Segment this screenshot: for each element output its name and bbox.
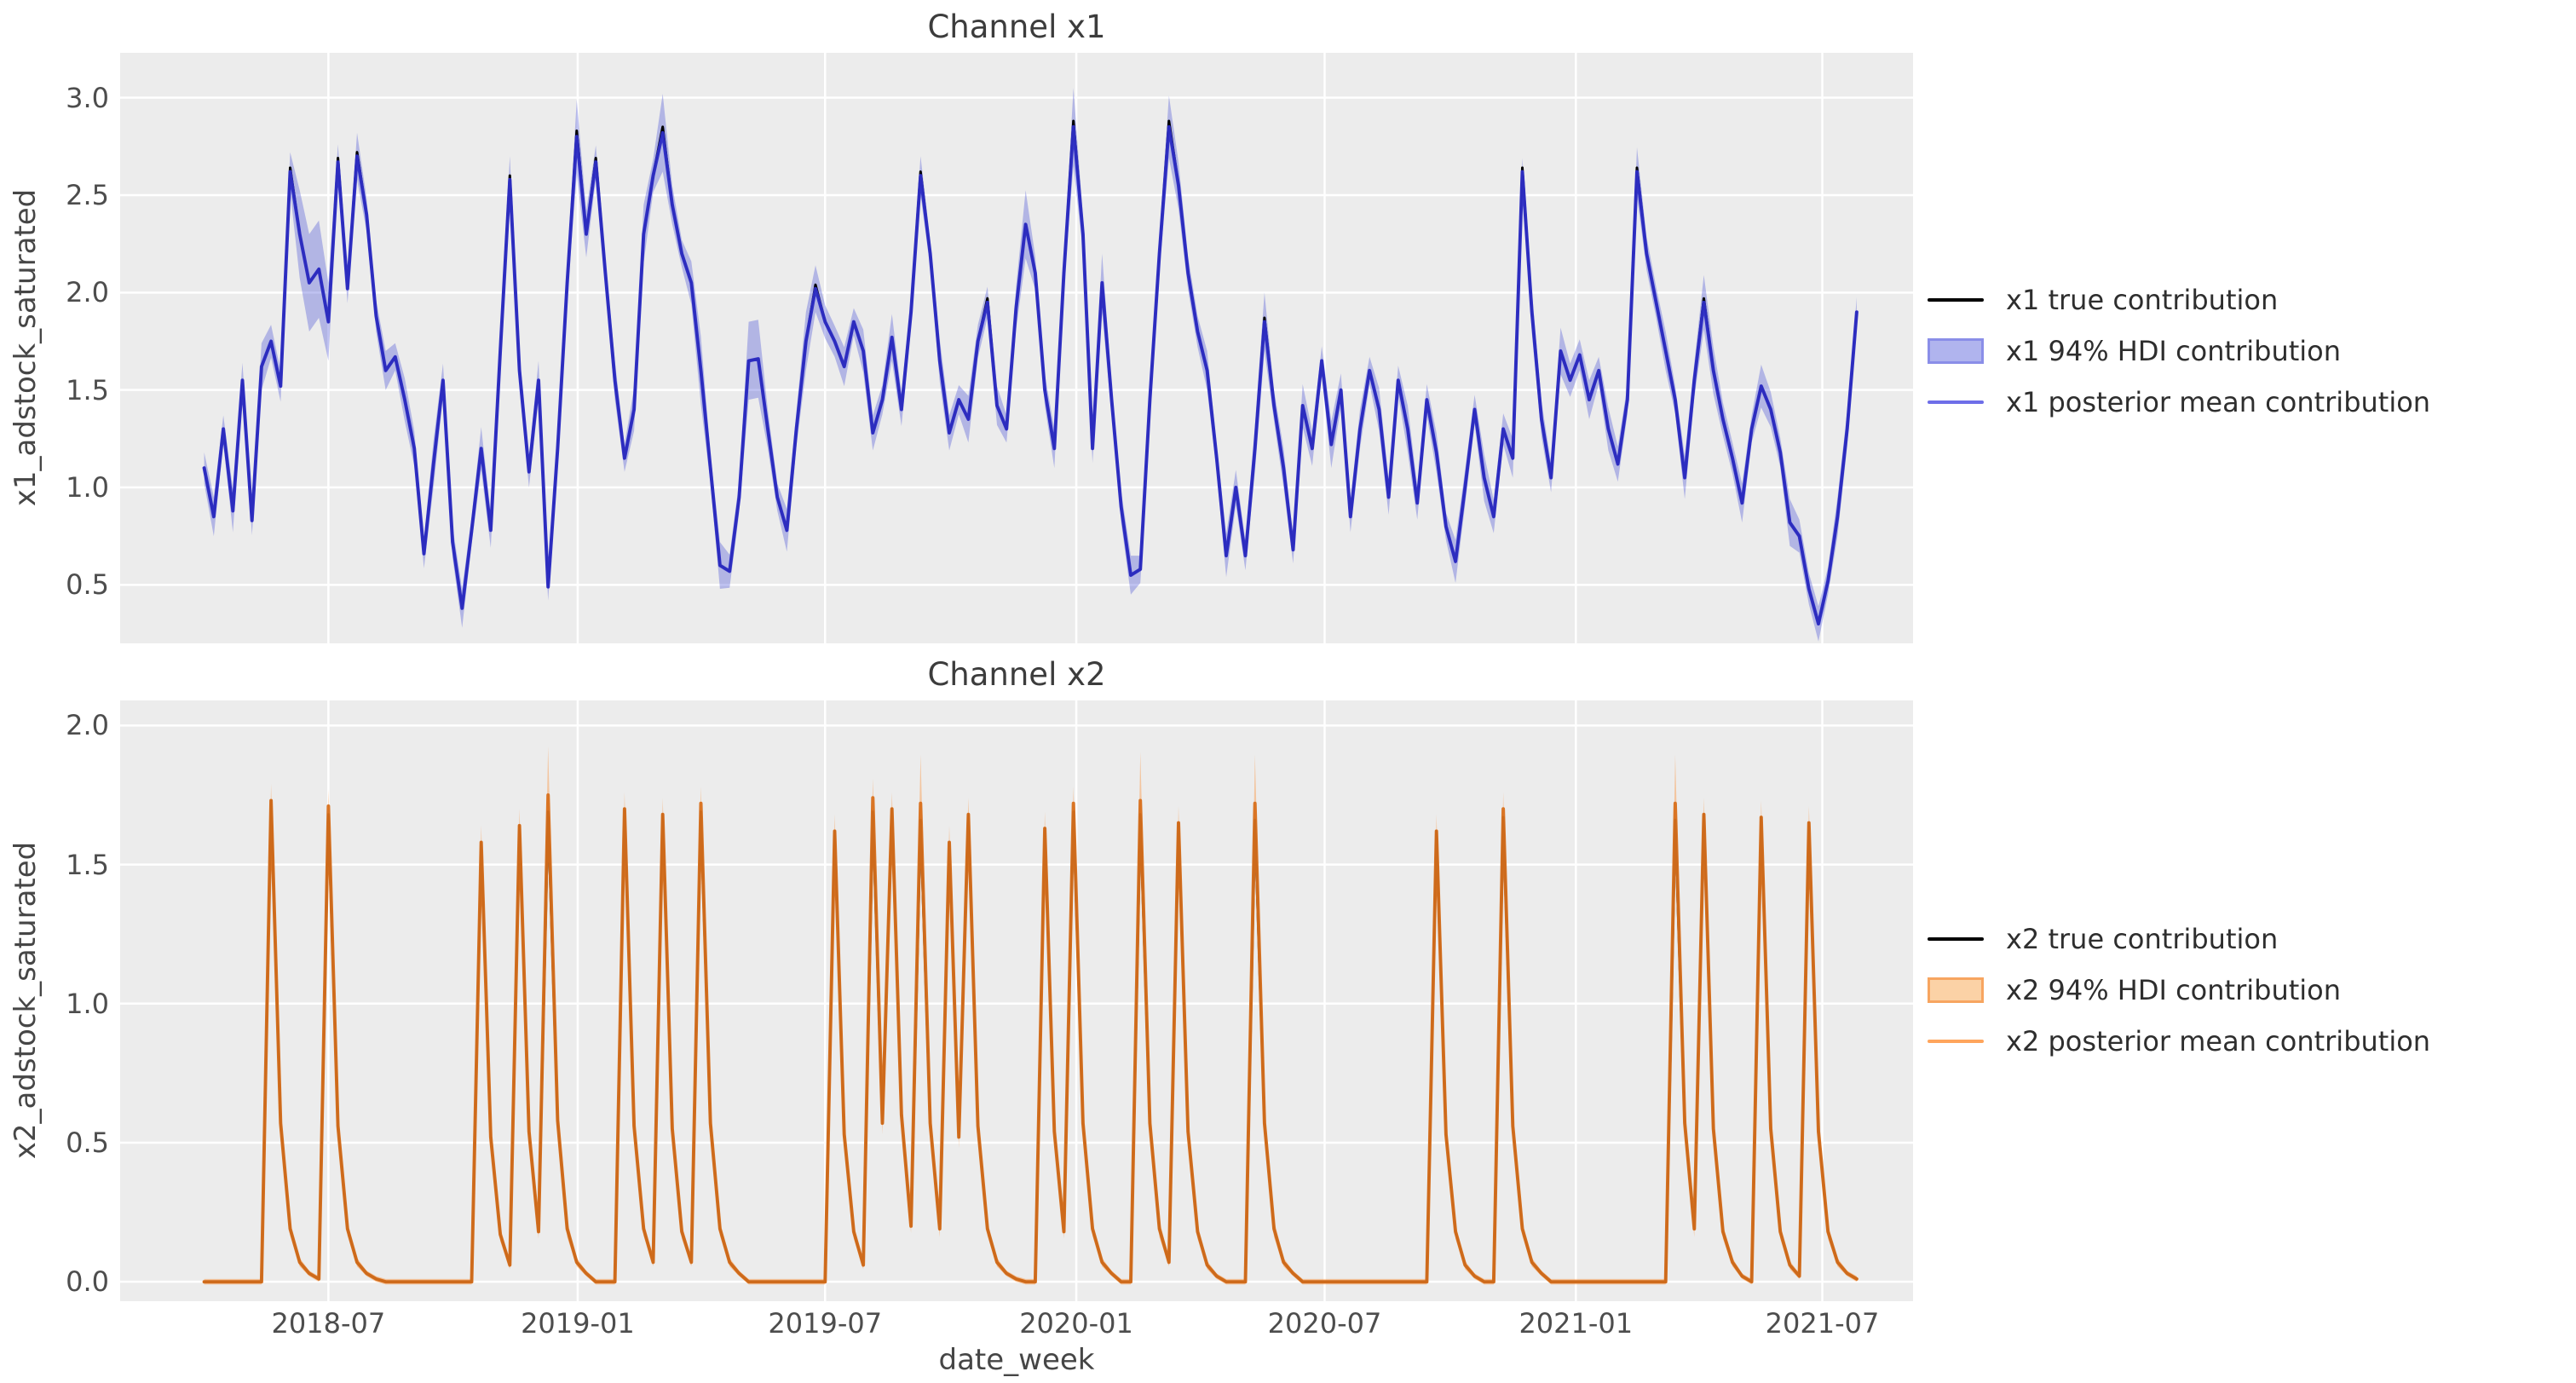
mean-line-swatch-icon [1928,400,1984,404]
y-tick-label: 0.5 [66,1126,109,1159]
x-tick-label: 2019-07 [768,1307,883,1340]
legend-item-hdi: x1 94% HDI contribution [1928,326,2341,377]
legend-item-true: x2 true contribution [1928,913,2278,965]
chart1-plot-area [120,53,1913,643]
legend-label: x2 94% HDI contribution [2006,974,2342,1006]
legend-label: x2 true contribution [2006,923,2279,955]
chart1-y-axis-label: x1_adstock_saturated [9,188,43,507]
chart1-canvas [120,53,1913,643]
y-tick-label: 0.0 [66,1265,109,1299]
y-tick-label: 0.5 [66,568,109,602]
x-tick-label: 2021-01 [1519,1307,1634,1340]
y-tick-label: 1.5 [66,373,109,406]
x-tick-label: 2018-07 [271,1307,386,1340]
y-tick-label: 1.0 [66,471,109,504]
chart2-title: Channel x2 [927,656,1106,693]
y-tick-label: 2.5 [66,178,109,211]
y-tick-label: 1.0 [66,987,109,1020]
x-tick-label: 2020-07 [1267,1307,1382,1340]
y-tick-label: 2.0 [66,276,109,309]
legend-item-mean: x1 posterior mean contribution [1928,377,2430,428]
y-tick-label: 1.5 [66,848,109,881]
hdi-band-swatch-icon [1928,338,1984,364]
hdi-band-swatch-icon [1928,977,1984,1003]
legend-item-hdi: x2 94% HDI contribution [1928,965,2341,1016]
x-tick-label: 2020-01 [1019,1307,1133,1340]
true-line-swatch-icon [1928,937,1984,941]
legend-label: x1 94% HDI contribution [2006,335,2342,367]
x-axis-label: date_week [938,1343,1095,1377]
legend-label: x1 true contribution [2006,284,2279,316]
legend-label: x2 posterior mean contribution [2006,1025,2431,1057]
chart1-title: Channel x1 [927,9,1106,45]
x-tick-label: 2019-01 [521,1307,635,1340]
y-tick-label: 2.0 [66,709,109,742]
chart2-plot-area [120,700,1913,1301]
y-tick-label: 3.0 [66,81,109,114]
legend-item-true: x1 true contribution [1928,274,2278,326]
mean-line-swatch-icon [1928,1040,1984,1043]
legend-item-mean: x2 posterior mean contribution [1928,1016,2430,1067]
true-line-swatch-icon [1928,298,1984,302]
chart2-canvas [120,700,1913,1301]
x-tick-label: 2021-07 [1765,1307,1880,1340]
legend-label: x1 posterior mean contribution [2006,386,2431,418]
